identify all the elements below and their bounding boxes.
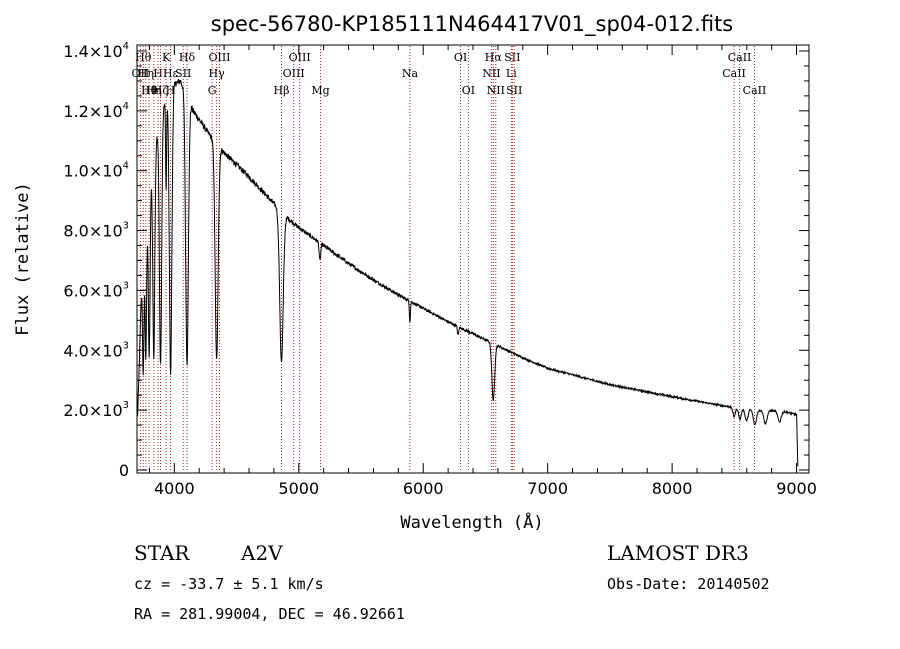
- line-label-22: NII: [482, 67, 500, 80]
- line-label-24: NII: [487, 84, 505, 97]
- line-label-11: Hδ: [179, 51, 196, 64]
- object-class: STAR: [134, 541, 190, 565]
- x-axis-label: Wavelength (Å): [400, 511, 543, 533]
- line-label-21: OI: [462, 84, 475, 97]
- line-label-27: SII: [506, 84, 522, 97]
- y-tick-label-1: 2.0×103: [63, 400, 129, 420]
- line-label-19: Na: [402, 67, 419, 80]
- y-axis-label: Flux (relative): [13, 182, 33, 336]
- line-label-6: Hζ: [153, 84, 169, 97]
- x-tick-label-4: 8000: [652, 479, 693, 498]
- redshift-text: cz = -33.7 ± 5.1 km/s: [134, 575, 324, 593]
- line-label-3: Hθ: [141, 84, 158, 97]
- x-tick-label-1: 5000: [278, 479, 319, 498]
- line-label-8: H: [166, 84, 176, 97]
- y-tick-label-0: 0: [119, 461, 129, 480]
- coordinates: RA = 281.99004, DEC = 46.92661: [134, 605, 405, 623]
- spectrum-line: [137, 78, 799, 467]
- line-label-10: SII: [175, 67, 191, 80]
- line-label-25: Li: [506, 67, 517, 80]
- x-tick-label-5: 9000: [776, 479, 817, 498]
- obs-date: Obs-Date: 20140502: [607, 575, 770, 593]
- axis-ticks: 4000 5000 6000 7000 8000 9000 0 2.0×103 4.0×103 6…: [63, 41, 817, 498]
- plot-frame: [136, 44, 810, 474]
- line-label-23: Hα: [485, 51, 503, 64]
- line-label-0: OII: [132, 67, 150, 80]
- y-tick-label-2: 4.0×103: [63, 340, 129, 360]
- line-label-1: Hθ: [135, 51, 152, 64]
- line-label-7: K: [162, 51, 171, 64]
- line-label-30: CaII: [743, 84, 767, 97]
- line-label-4: Hη: [146, 84, 162, 97]
- line-label-12: G: [208, 84, 217, 97]
- line-label-17: OIII: [289, 51, 311, 64]
- line-label-5: H: [153, 67, 163, 80]
- line-label-18: Mg: [311, 84, 329, 97]
- x-tick-label-2: 6000: [403, 479, 444, 498]
- line-label-26: SII: [504, 51, 520, 64]
- line-label-13: Hγ: [209, 67, 226, 80]
- x-tick-label-0: 4000: [154, 479, 195, 498]
- y-tick-label-3: 6.0×103: [63, 280, 129, 300]
- object-subclass: A2V: [241, 541, 283, 565]
- y-tick-label-6: 1.2×104: [63, 101, 129, 121]
- y-tick-label-4: 8.0×103: [63, 221, 129, 241]
- line-label-15: Hβ: [274, 84, 290, 97]
- y-tick-label-5: 1.0×104: [63, 161, 129, 181]
- chart-title: spec-56780-KP185111N464417V01_sp04-012.f…: [211, 12, 734, 37]
- line-label-16: OIII: [283, 67, 305, 80]
- line-label-28: CaII: [722, 67, 746, 80]
- line-label-29: CaII: [728, 51, 752, 64]
- survey-name: LAMOST DR3: [607, 541, 749, 565]
- x-tick-label-3: 7000: [527, 479, 568, 498]
- line-label-20: OI: [454, 51, 467, 64]
- line-label-2: Hη: [138, 67, 154, 80]
- line-label-9: Hε: [163, 67, 179, 80]
- y-tick-label-7: 1.4×104: [63, 41, 129, 61]
- spectral-line-markers: OIIHθHηHθHηHHζKHHεSIIHδGHγOIIIHβOIIIOIII…: [132, 46, 767, 472]
- line-label-14: OIII: [208, 51, 230, 64]
